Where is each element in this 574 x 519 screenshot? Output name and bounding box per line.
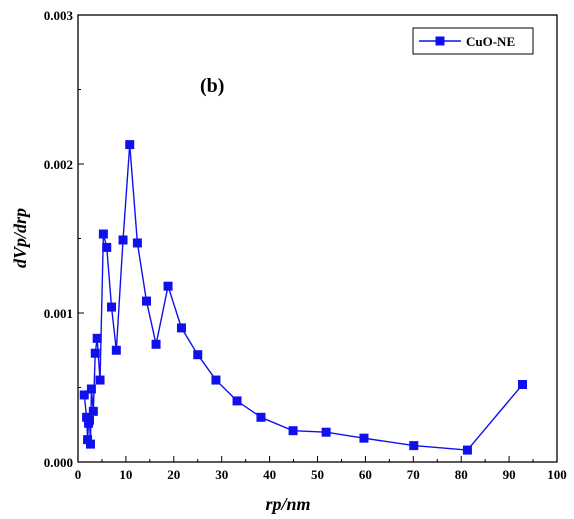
x-tick-label: 20	[167, 467, 180, 482]
data-point	[111, 345, 121, 355]
x-axis-ticks: 0 10 20 30 40 50 60 70 80 90 100	[75, 456, 567, 482]
y-tick-label: 0.000	[44, 455, 73, 470]
data-point	[518, 380, 528, 390]
x-tick-label: 40	[263, 467, 276, 482]
data-point	[79, 390, 89, 400]
data-point	[288, 426, 298, 436]
data-point	[92, 333, 102, 343]
data-point	[107, 302, 117, 312]
data-point	[86, 384, 96, 394]
data-point	[118, 235, 128, 245]
data-point	[84, 415, 94, 425]
plot-frame	[77, 14, 558, 463]
y-tick-label: 0.003	[44, 8, 74, 23]
data-point	[193, 350, 203, 360]
x-tick-label: 50	[311, 467, 324, 482]
data-point	[232, 396, 242, 406]
data-point	[359, 433, 369, 443]
legend-marker	[435, 36, 445, 46]
x-tick-label: 80	[455, 467, 468, 482]
data-point	[409, 441, 419, 451]
legend-label: CuO-NE	[466, 34, 515, 49]
legend: CuO-NE	[412, 27, 534, 55]
data-point	[321, 427, 331, 437]
x-tick-label: 10	[119, 467, 132, 482]
y-axis-title: dVp/drp	[10, 208, 30, 268]
data-point	[88, 406, 98, 416]
series-layer	[79, 140, 528, 455]
x-tick-label: 100	[547, 467, 567, 482]
x-tick-label: 90	[503, 467, 516, 482]
series-line	[83, 143, 524, 451]
data-point	[151, 339, 161, 349]
x-tick-label: 70	[407, 467, 420, 482]
x-axis-title: rp/nm	[265, 494, 310, 514]
data-point	[141, 296, 151, 306]
y-axis-ticks: 0.000 0.001 0.002 0.003	[44, 8, 84, 470]
data-point	[85, 439, 95, 449]
data-point	[163, 281, 173, 291]
x-tick-label: 60	[359, 467, 372, 482]
data-point	[98, 229, 108, 239]
y-tick-label: 0.001	[44, 306, 73, 321]
data-point	[102, 242, 112, 252]
panel-label: (b)	[200, 75, 224, 97]
x-tick-label: 0	[75, 467, 82, 482]
data-point	[90, 348, 100, 358]
y-tick-label: 0.002	[44, 157, 73, 172]
data-point	[211, 375, 221, 385]
data-point	[256, 412, 266, 422]
data-point	[132, 238, 142, 248]
data-point	[176, 323, 186, 333]
x-tick-label: 30	[215, 467, 228, 482]
data-point	[125, 140, 135, 150]
plot-area	[77, 14, 558, 463]
data-point	[95, 375, 105, 385]
data-point	[462, 445, 472, 455]
